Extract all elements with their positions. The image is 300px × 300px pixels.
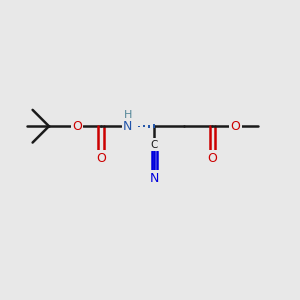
Text: O: O [72, 120, 82, 133]
Text: O: O [96, 152, 106, 165]
Text: H: H [124, 110, 132, 120]
Text: O: O [208, 152, 218, 165]
Text: N: N [123, 120, 132, 133]
Text: O: O [231, 120, 241, 133]
Text: N: N [150, 172, 159, 185]
Text: C: C [151, 140, 158, 150]
